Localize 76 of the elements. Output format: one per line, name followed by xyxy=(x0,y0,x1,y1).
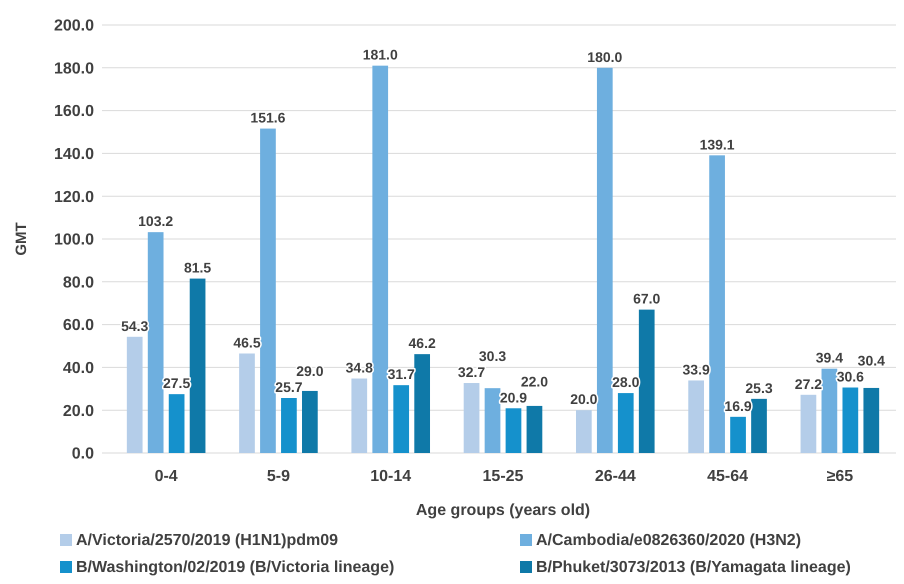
y-tick-label: 0.0 xyxy=(72,446,94,463)
data-label: 81.5 xyxy=(184,260,212,276)
bar xyxy=(393,385,410,453)
data-label: 27.2 xyxy=(794,376,822,392)
y-tick-label: 80.0 xyxy=(62,274,94,292)
data-label: 39.4 xyxy=(816,350,844,366)
data-label: 139.1 xyxy=(700,136,735,152)
bar xyxy=(526,406,542,453)
x-tick-label: 15-25 xyxy=(482,468,524,485)
data-label: 54.3 xyxy=(121,318,149,334)
y-tick-label: 200.0 xyxy=(54,18,94,35)
bar xyxy=(576,410,592,453)
bar xyxy=(239,353,255,453)
bar xyxy=(464,383,480,453)
bar xyxy=(168,394,184,453)
bar xyxy=(688,380,704,453)
bar xyxy=(842,388,858,453)
bar xyxy=(372,66,388,453)
y-axis-title: GMT xyxy=(13,222,30,256)
y-tick-label: 100.0 xyxy=(54,232,94,249)
bar xyxy=(751,398,767,453)
bar xyxy=(709,155,725,453)
data-label: 151.6 xyxy=(250,110,286,126)
data-label: 33.9 xyxy=(682,361,710,378)
bar xyxy=(596,68,613,453)
bar xyxy=(302,390,318,453)
bar xyxy=(351,378,368,453)
bar xyxy=(618,393,634,453)
bar xyxy=(638,310,655,453)
y-tick-label: 180.0 xyxy=(54,60,94,78)
bar xyxy=(281,398,297,453)
data-label: 103.2 xyxy=(138,213,174,230)
bar xyxy=(126,336,143,453)
bar xyxy=(260,128,276,453)
x-tick-label: 10-14 xyxy=(370,468,412,485)
data-label: 32.7 xyxy=(458,364,486,380)
legend-label: A/Cambodia/e0826360/2020 (H3N2) xyxy=(536,532,802,549)
data-label: 30.3 xyxy=(478,348,506,364)
x-tick-label: 26-44 xyxy=(594,468,636,485)
data-label: 34.8 xyxy=(346,360,374,376)
bar xyxy=(190,278,206,453)
legend-label: B/Washington/02/2019 (B/Victoria lineage) xyxy=(76,559,394,576)
data-label: 67.0 xyxy=(633,290,661,307)
legend-label: B/Phuket/3073/2013 (B/Yamagata lineage) xyxy=(536,559,851,576)
y-tick-label: 160.0 xyxy=(54,103,94,120)
bar xyxy=(863,388,880,453)
data-label: 22.0 xyxy=(520,373,548,390)
y-tick-label: 140.0 xyxy=(54,146,94,163)
bar xyxy=(506,408,522,453)
bar xyxy=(148,232,164,453)
x-tick-label: 45-64 xyxy=(707,468,748,485)
data-label: 31.7 xyxy=(388,366,416,382)
data-label: 46.2 xyxy=(408,335,436,352)
bar xyxy=(414,354,430,453)
data-label: 181.0 xyxy=(362,46,398,63)
y-tick-label: 20.0 xyxy=(62,402,94,420)
data-label: 25.7 xyxy=(275,379,303,395)
data-label: 20.0 xyxy=(570,391,598,408)
data-label: 180.0 xyxy=(587,48,623,65)
y-tick-label: 40.0 xyxy=(62,360,94,377)
legend-label: A/Victoria/2570/2019 (H1N1)pdm09 xyxy=(76,532,338,549)
x-tick-label: ≥65 xyxy=(826,468,854,485)
bar xyxy=(484,388,500,453)
data-label: 28.0 xyxy=(612,374,640,390)
x-axis-title: Age groups (years old) xyxy=(416,502,590,519)
bar xyxy=(800,394,816,453)
x-tick-label: 5-9 xyxy=(266,468,290,485)
y-tick-label: 120.0 xyxy=(54,188,94,206)
data-label: 29.0 xyxy=(296,363,324,379)
data-label: 25.3 xyxy=(745,380,773,396)
data-label: 30.6 xyxy=(836,368,864,385)
y-tick-label: 60.0 xyxy=(62,317,94,334)
x-tick-label: 0-4 xyxy=(154,468,178,485)
bar xyxy=(730,416,746,453)
data-label: 30.4 xyxy=(858,352,886,369)
bar xyxy=(822,368,838,453)
